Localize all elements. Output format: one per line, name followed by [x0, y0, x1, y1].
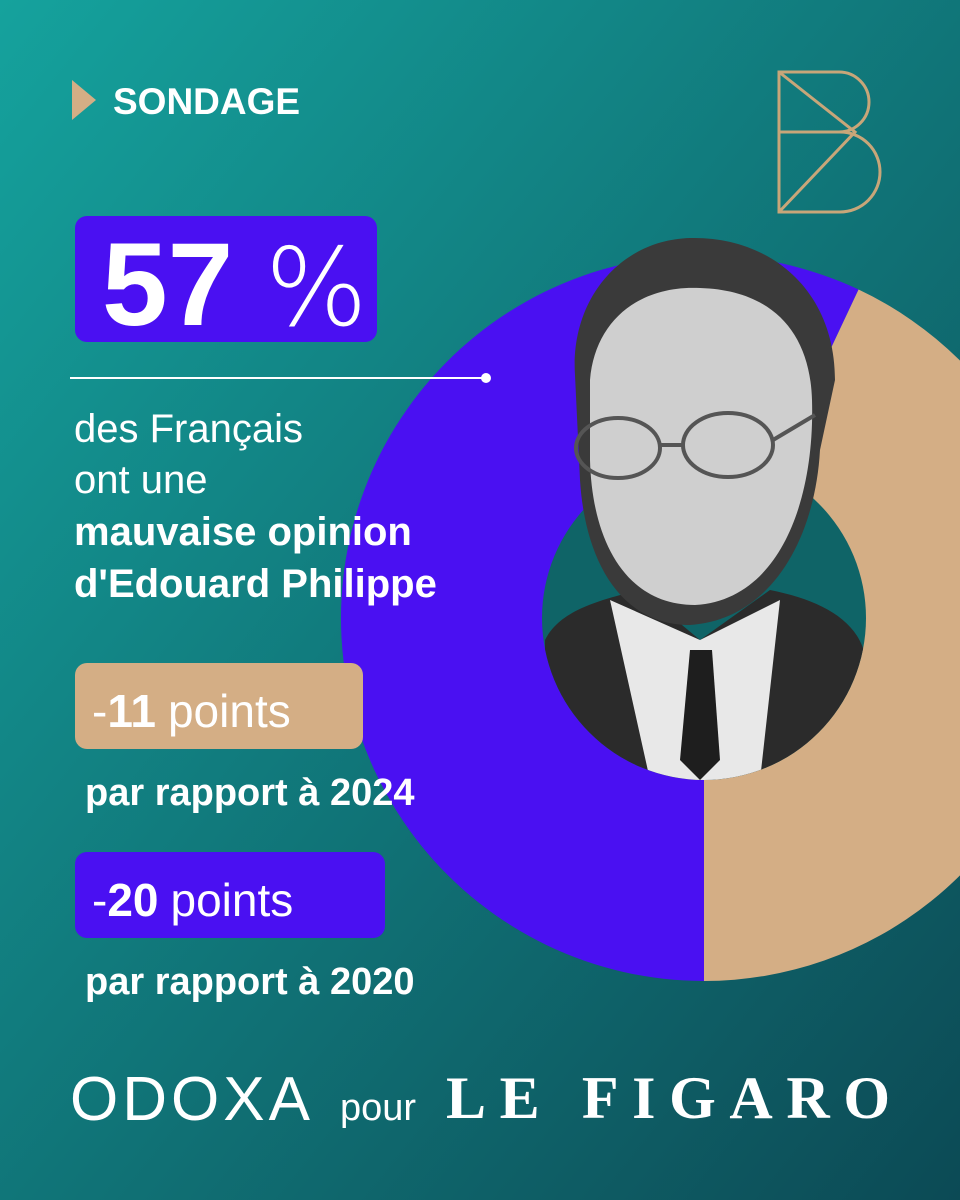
badge-unit: points — [171, 874, 294, 926]
portrait — [545, 237, 866, 780]
badge-sign: - — [92, 874, 107, 926]
pollster: ODOXA — [70, 1065, 314, 1134]
header-label: SONDAGE — [113, 81, 300, 122]
badge-unit: points — [168, 685, 291, 737]
badge-caption: par rapport à 2020 — [85, 961, 414, 1003]
badge-box — [75, 852, 385, 938]
footer-joiner: pour — [340, 1087, 416, 1129]
headline-unit: % — [265, 226, 368, 351]
figure-box — [75, 216, 377, 342]
brand-logo — [777, 70, 882, 214]
headline-bold-line: d'Edouard Philippe — [74, 562, 437, 606]
badge-number: 11 — [107, 685, 156, 737]
badge-text: -20 points — [92, 874, 293, 926]
headline-line: des Français — [74, 407, 303, 451]
badge-text: -11 points — [92, 685, 291, 737]
badge-sign: - — [92, 685, 107, 737]
badge-caption: par rapport à 2024 — [85, 772, 414, 814]
badge-number: 20 — [107, 874, 158, 926]
header-icon — [72, 80, 96, 120]
divider-dot — [481, 373, 491, 383]
headline-figure: 57 — [102, 219, 233, 351]
badge-box — [75, 663, 363, 749]
headline-line: ont une — [74, 458, 207, 502]
headline-bold-line: mauvaise opinion — [74, 510, 412, 554]
